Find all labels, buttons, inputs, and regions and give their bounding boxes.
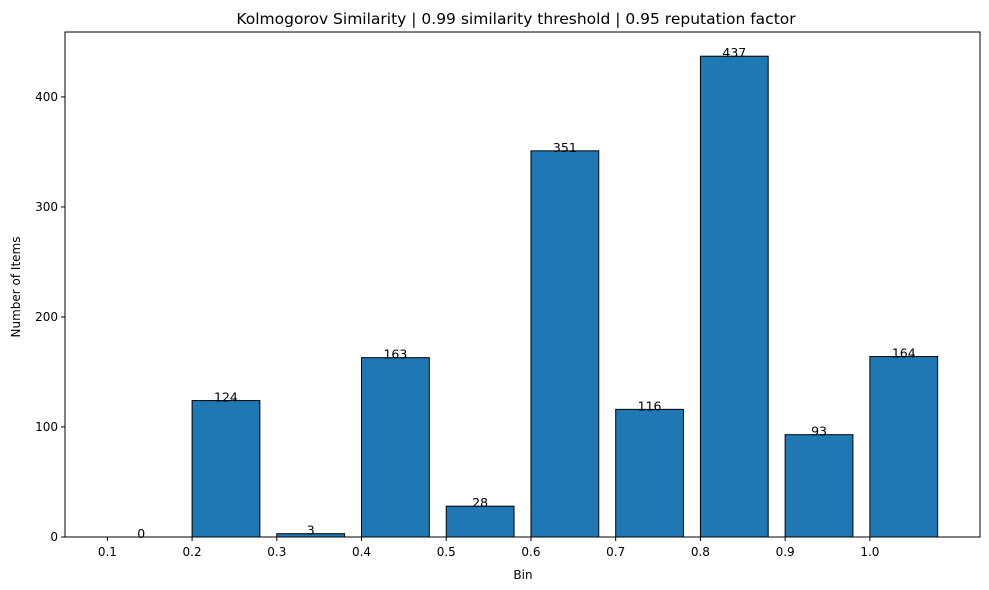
x-axis: 0.1 0.2 0.3 0.4 0.5 0.6 0.7 0.8 0.9 1.0 bbox=[98, 537, 879, 559]
x-tick-label: 0.2 bbox=[183, 545, 202, 559]
bar-value-label: 28 bbox=[472, 495, 488, 510]
bar-value-label: 163 bbox=[383, 347, 407, 362]
bar-value-label: 93 bbox=[811, 424, 827, 439]
bar bbox=[445, 505, 515, 538]
y-tick-label: 300 bbox=[35, 200, 58, 214]
y-tick-label: 100 bbox=[35, 420, 58, 434]
bar bbox=[530, 150, 600, 538]
bar-value-label: 124 bbox=[214, 390, 238, 405]
x-tick-label: 0.8 bbox=[691, 545, 710, 559]
bar bbox=[361, 357, 430, 538]
x-tick-label: 0.1 bbox=[98, 545, 117, 559]
x-axis-label: Bin bbox=[513, 568, 532, 582]
x-tick-label: 0.4 bbox=[352, 545, 371, 559]
x-tick-label: 0.5 bbox=[437, 545, 456, 559]
bar-value-label: 3 bbox=[307, 523, 315, 538]
plot-frame bbox=[64, 31, 981, 538]
x-tick-label: 0.7 bbox=[606, 545, 625, 559]
x-tick-label: 0.3 bbox=[267, 545, 286, 559]
y-tick-label: 200 bbox=[35, 310, 58, 324]
bar-value-label: 164 bbox=[892, 346, 916, 361]
data-labels-group: 0 124 3 163 28 351 116 437 93 164 bbox=[137, 45, 915, 541]
x-tick-label: 0.9 bbox=[776, 545, 795, 559]
chart-title: Kolmogorov Similarity | 0.99 similarity … bbox=[236, 10, 796, 28]
bar bbox=[869, 356, 939, 538]
y-axis-label: Number of Items bbox=[9, 237, 23, 338]
bar-value-label: 116 bbox=[638, 398, 662, 413]
bar-value-label: 351 bbox=[553, 140, 577, 155]
bar-value-label: 0 bbox=[137, 526, 145, 541]
bar bbox=[615, 408, 684, 538]
y-axis: 0 100 200 300 400 bbox=[35, 90, 65, 544]
y-tick-label: 400 bbox=[35, 90, 58, 104]
x-tick-label: 1.0 bbox=[860, 545, 879, 559]
x-tick-label: 0.6 bbox=[521, 545, 540, 559]
bar bbox=[191, 400, 261, 538]
y-tick-label: 0 bbox=[50, 530, 58, 544]
bar bbox=[784, 434, 854, 538]
bars-group bbox=[191, 55, 939, 538]
bar bbox=[699, 55, 769, 538]
bar-value-label: 437 bbox=[722, 45, 746, 60]
